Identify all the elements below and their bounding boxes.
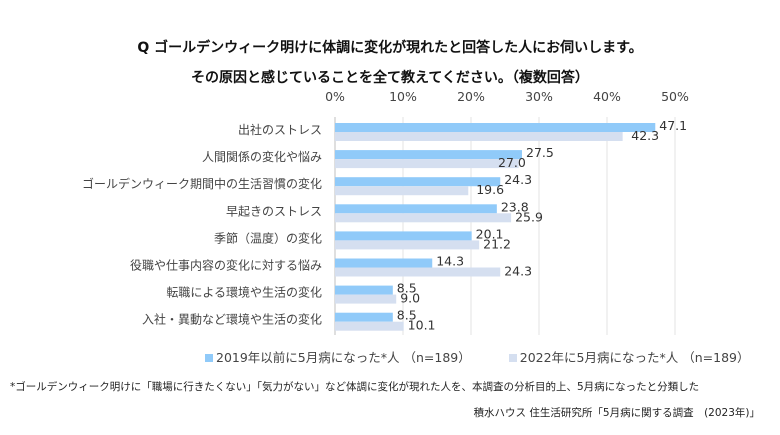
x-tick-label: 0% [325, 89, 345, 104]
legend-label: 2019年以前に5月病になった*人 （n=189） [216, 350, 471, 365]
source-credit: 積水ハウス 住生活研究所「5月病に関する調査 (2023年)」 [473, 407, 760, 419]
bar-2022 [335, 159, 519, 169]
bar-2022 [335, 132, 623, 141]
category-label: 季節（温度）の変化 [214, 230, 322, 245]
bar-2022 [335, 186, 469, 196]
category-label: ゴールデンウィーク期間中の生活習慣の変化 [82, 176, 322, 191]
bar-2019 [335, 258, 433, 268]
data-label-2022: 19.6 [476, 182, 504, 197]
data-label-2019: 8.5 [397, 308, 417, 323]
bar-2022 [335, 213, 512, 223]
data-label-2019: 47.1 [659, 118, 687, 133]
data-label-2022: 25.9 [515, 209, 543, 224]
footnote: *ゴールデンウィーク明けに「職場に行きたくない」「気力がない」など体調に変化が現… [10, 381, 700, 393]
legend-label: 2022年に5月病になった*人 （n=189） [519, 350, 750, 365]
category-label: 人間関係の変化や悩み [202, 149, 322, 164]
chart-title-line2: その原因と感じていることを全て教えてください。（複数回答） [191, 70, 589, 86]
bar-2019 [335, 150, 522, 160]
bar-2019 [335, 285, 393, 295]
legend-item-2019: 2019年以前に5月病になった*人 （n=189） [205, 347, 471, 366]
bar-2019 [335, 204, 497, 214]
bar-2022 [335, 240, 480, 250]
x-tick-label: 20% [457, 89, 485, 104]
data-label-2019: 23.8 [501, 199, 529, 214]
legend: 2019年以前に5月病になった*人 （n=189） 2022年に5月病になった*… [205, 347, 750, 366]
legend-swatch [205, 354, 213, 362]
data-label-2022: 27.0 [498, 155, 526, 170]
data-label-2019: 24.3 [504, 172, 532, 187]
x-tick-label: 30% [525, 89, 553, 104]
data-label-2019: 14.3 [436, 254, 464, 269]
bar-2022 [335, 321, 404, 331]
data-label-2019: 20.1 [476, 226, 504, 241]
category-label: 入社・異動など環境や生活の変化 [142, 312, 322, 327]
category-label: 役職や仕事内容の変化に対する悩み [130, 258, 322, 273]
bar-2019 [335, 177, 501, 187]
data-label-2022: 42.3 [631, 128, 659, 143]
data-label-2019: 27.5 [526, 145, 554, 160]
data-label-2022: 10.1 [408, 318, 436, 333]
bar-2022 [335, 267, 501, 277]
data-label-2022: 24.3 [504, 264, 532, 279]
x-tick-label: 50% [661, 89, 689, 104]
bar-2022 [335, 294, 397, 304]
category-label: 出社のストレス [238, 122, 322, 137]
x-tick-label: 10% [389, 89, 417, 104]
legend-swatch [508, 354, 517, 362]
chart-title-line1: Q ゴールデンウィーク明けに体調に変化が現れたと回答した人にお伺いします。 [137, 40, 643, 56]
bar-2019 [335, 231, 472, 241]
data-label-2022: 21.2 [483, 236, 511, 251]
bar-2019 [335, 123, 656, 132]
data-label-2022: 9.0 [400, 291, 420, 306]
bar-2019 [335, 312, 393, 322]
category-label: 早起きのストレス [226, 204, 322, 218]
data-label-2019: 8.5 [397, 281, 417, 296]
x-tick-label: 40% [593, 89, 621, 104]
category-label: 転職による環境や生活の変化 [166, 285, 322, 300]
legend-item-2022: 2022年に5月病になった*人 （n=189） [508, 347, 750, 366]
